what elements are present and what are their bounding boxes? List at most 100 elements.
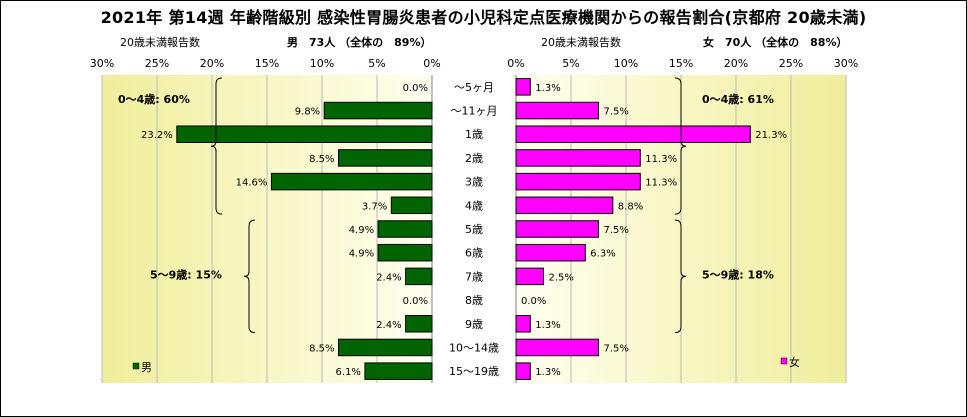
chart-title: 2021年 第14週 年齢階級別 感染性胃腸炎患者の小児科定点医療機関からの報告… — [100, 8, 867, 27]
right-tick-label: 0% — [507, 57, 524, 70]
female-value-label: 6.3% — [590, 249, 615, 260]
female-value-label: 11.3% — [645, 154, 677, 165]
female-legend-swatch — [780, 357, 788, 365]
male-value-label: 3.7% — [362, 201, 387, 212]
left-group-label: 5～9歳: 15% — [150, 267, 222, 281]
female-value-label: 11.3% — [645, 178, 677, 189]
female-bar — [515, 149, 641, 167]
category-label: 9歳 — [465, 318, 483, 331]
female-value-label: 7.5% — [604, 107, 629, 118]
female-value-label: 7.5% — [604, 343, 629, 354]
male-value-label: 8.5% — [309, 154, 334, 165]
female-value-label: 21.3% — [755, 130, 787, 141]
male-bar — [377, 243, 433, 262]
left-tick-label: 15% — [255, 57, 279, 70]
category-label: 6歳 — [465, 247, 483, 260]
left-tick-label: 30% — [90, 57, 114, 70]
right-tick-label: 15% — [669, 57, 693, 70]
male-bar — [338, 338, 433, 357]
right-group-bracket — [674, 77, 687, 215]
right-axis-label: 20歳未満報告数 — [541, 36, 621, 49]
male-value-label: 0.0% — [403, 83, 428, 94]
left-group-label: 0～4歳: 60% — [118, 92, 190, 106]
bars — [176, 78, 751, 380]
female-bar — [515, 362, 531, 380]
male-bar — [270, 172, 433, 191]
female-bar — [515, 267, 544, 286]
left-tick-label: 25% — [145, 57, 169, 70]
male-bar — [364, 362, 433, 380]
female-value-label: 2.5% — [549, 272, 574, 283]
female-bar — [515, 172, 641, 191]
group-annotations: 0～4歳: 60% 5～9歳: 15% 0～4歳: 61% 5～9歳: 18% — [118, 77, 774, 334]
right-tick-label: 10% — [614, 57, 638, 70]
left-tick-label: 0% — [423, 57, 440, 70]
male-value-label: 23.2% — [141, 130, 173, 141]
female-bar — [515, 196, 614, 215]
legend: 男女 — [132, 355, 800, 374]
male-value-label: 9.8% — [295, 107, 320, 118]
category-label: 2歳 — [465, 152, 483, 165]
category-label: 3歳 — [465, 176, 483, 189]
male-summary: 男 73人 （全体の 89%） — [287, 36, 432, 49]
male-legend-swatch — [132, 362, 140, 370]
female-bar — [515, 338, 599, 357]
left-tick-label: 10% — [310, 57, 334, 70]
right-group-label: 5～9歳: 18% — [702, 267, 774, 281]
category-label: 7歳 — [465, 270, 483, 283]
female-bar — [515, 78, 531, 96]
category-label: ～5ヶ月 — [454, 81, 494, 94]
male-bar — [405, 267, 433, 286]
right-group-label: 0～4歳: 61% — [702, 92, 774, 106]
female-value-label: 1.3% — [535, 320, 560, 331]
right-tick-label: 5% — [562, 57, 579, 70]
category-label: ～11ヶ月 — [451, 105, 498, 118]
male-bar — [338, 149, 433, 167]
male-value-label: 8.5% — [309, 343, 334, 354]
category-label: 10～14歳 — [449, 341, 499, 354]
male-value-label: 14.6% — [236, 178, 268, 189]
female-value-label: 1.3% — [535, 83, 560, 94]
right-tick-label: 25% — [779, 57, 803, 70]
male-bar — [390, 196, 433, 215]
category-label: 15～19歳 — [449, 365, 499, 378]
male-value-label: 2.4% — [376, 320, 401, 331]
female-legend-label: 女 — [789, 355, 800, 369]
category-label: 5歳 — [465, 223, 483, 236]
male-value-label: 6.1% — [335, 367, 360, 378]
female-summary: 女 70人 （全体の 88%） — [703, 36, 848, 49]
left-tick-label: 20% — [200, 57, 224, 70]
right-tick-label: 20% — [724, 57, 748, 70]
male-value-label: 4.9% — [349, 225, 374, 236]
female-value-label: 0.0% — [521, 296, 546, 307]
tick-labels: 0% 0% 5% 5% 10% 10% 15% 15% 20% 20% 25% 25% 30% 30% — [90, 57, 858, 70]
category-label: 8歳 — [465, 294, 483, 307]
category-label: 1歳 — [465, 128, 483, 141]
right-group-bracket — [674, 219, 687, 334]
category-labels: ～5ヶ月 ～11ヶ月 1歳 2歳 3歳 4歳 5歳 6歳 7歳 8歳 9歳 10～14歳 15～19歳 — [449, 81, 499, 378]
left-axis-label: 20歳未満報告数 — [120, 36, 200, 49]
male-bar — [323, 101, 433, 120]
female-bar — [515, 101, 599, 120]
right-tick-label: 30% — [834, 57, 858, 70]
female-bar — [515, 315, 531, 333]
category-label: 4歳 — [465, 199, 483, 212]
male-value-label: 4.9% — [349, 249, 374, 260]
male-bar — [377, 220, 433, 238]
female-value-label: 8.8% — [618, 201, 643, 212]
female-value-label: 1.3% — [535, 367, 560, 378]
male-bar — [405, 315, 433, 333]
left-group-bracket — [210, 77, 223, 215]
male-value-label: 2.4% — [376, 272, 401, 283]
left-group-bracket — [243, 219, 256, 334]
male-legend-label: 男 — [141, 361, 152, 374]
female-bar — [515, 243, 586, 262]
left-tick-label: 5% — [368, 57, 385, 70]
female-bar — [515, 125, 751, 143]
female-bar — [515, 220, 599, 238]
female-value-label: 7.5% — [604, 225, 629, 236]
male-value-label: 0.0% — [403, 296, 428, 307]
male-bar — [176, 125, 433, 143]
value-labels: 0.0% 1.3% 9.8% 7.5% 23.2% 21.3% 8.5% 11.3% 14.6%… — [141, 83, 787, 378]
